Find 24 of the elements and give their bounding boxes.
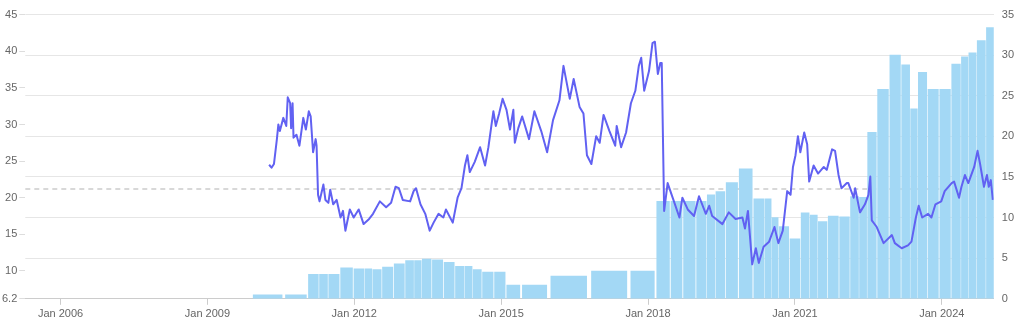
y2-tick-label: 15 — [1001, 170, 1015, 183]
y-tick-label: 35 — [5, 80, 18, 93]
x-tick-label: Jan 2012 — [331, 307, 377, 320]
y-tick-label: 25 — [5, 154, 18, 167]
y2-tick-label: 20 — [1001, 129, 1015, 142]
x-tick-label: Jan 2006 — [37, 307, 84, 320]
x-tick-label: Jan 2024 — [919, 307, 965, 320]
y2-tick-label: 0 — [1001, 291, 1008, 304]
y2-tick-label: 5 — [1001, 251, 1008, 264]
y-tick-label: 30 — [5, 117, 18, 130]
y-tick-label: 45 — [5, 7, 18, 20]
y2-tick-label: 10 — [1001, 210, 1015, 223]
y2-tick-label: 30 — [1001, 48, 1015, 61]
y-tick-label: 6.2 — [1, 291, 18, 304]
y2-tick-label: 35 — [1001, 7, 1015, 20]
y-tick-label: 15 — [5, 227, 18, 240]
y2-tick-label: 25 — [1001, 88, 1015, 101]
x-tick-label: Jan 2018 — [625, 307, 671, 320]
x-tick-label: Jan 2009 — [184, 307, 231, 320]
y-tick-label: 40 — [5, 44, 18, 57]
y-tick-label: 20 — [5, 190, 18, 203]
y-tick-label: 10 — [5, 264, 18, 276]
x-tick-label: Jan 2015 — [478, 307, 524, 320]
x-tick-label: Jan 2021 — [772, 307, 818, 320]
